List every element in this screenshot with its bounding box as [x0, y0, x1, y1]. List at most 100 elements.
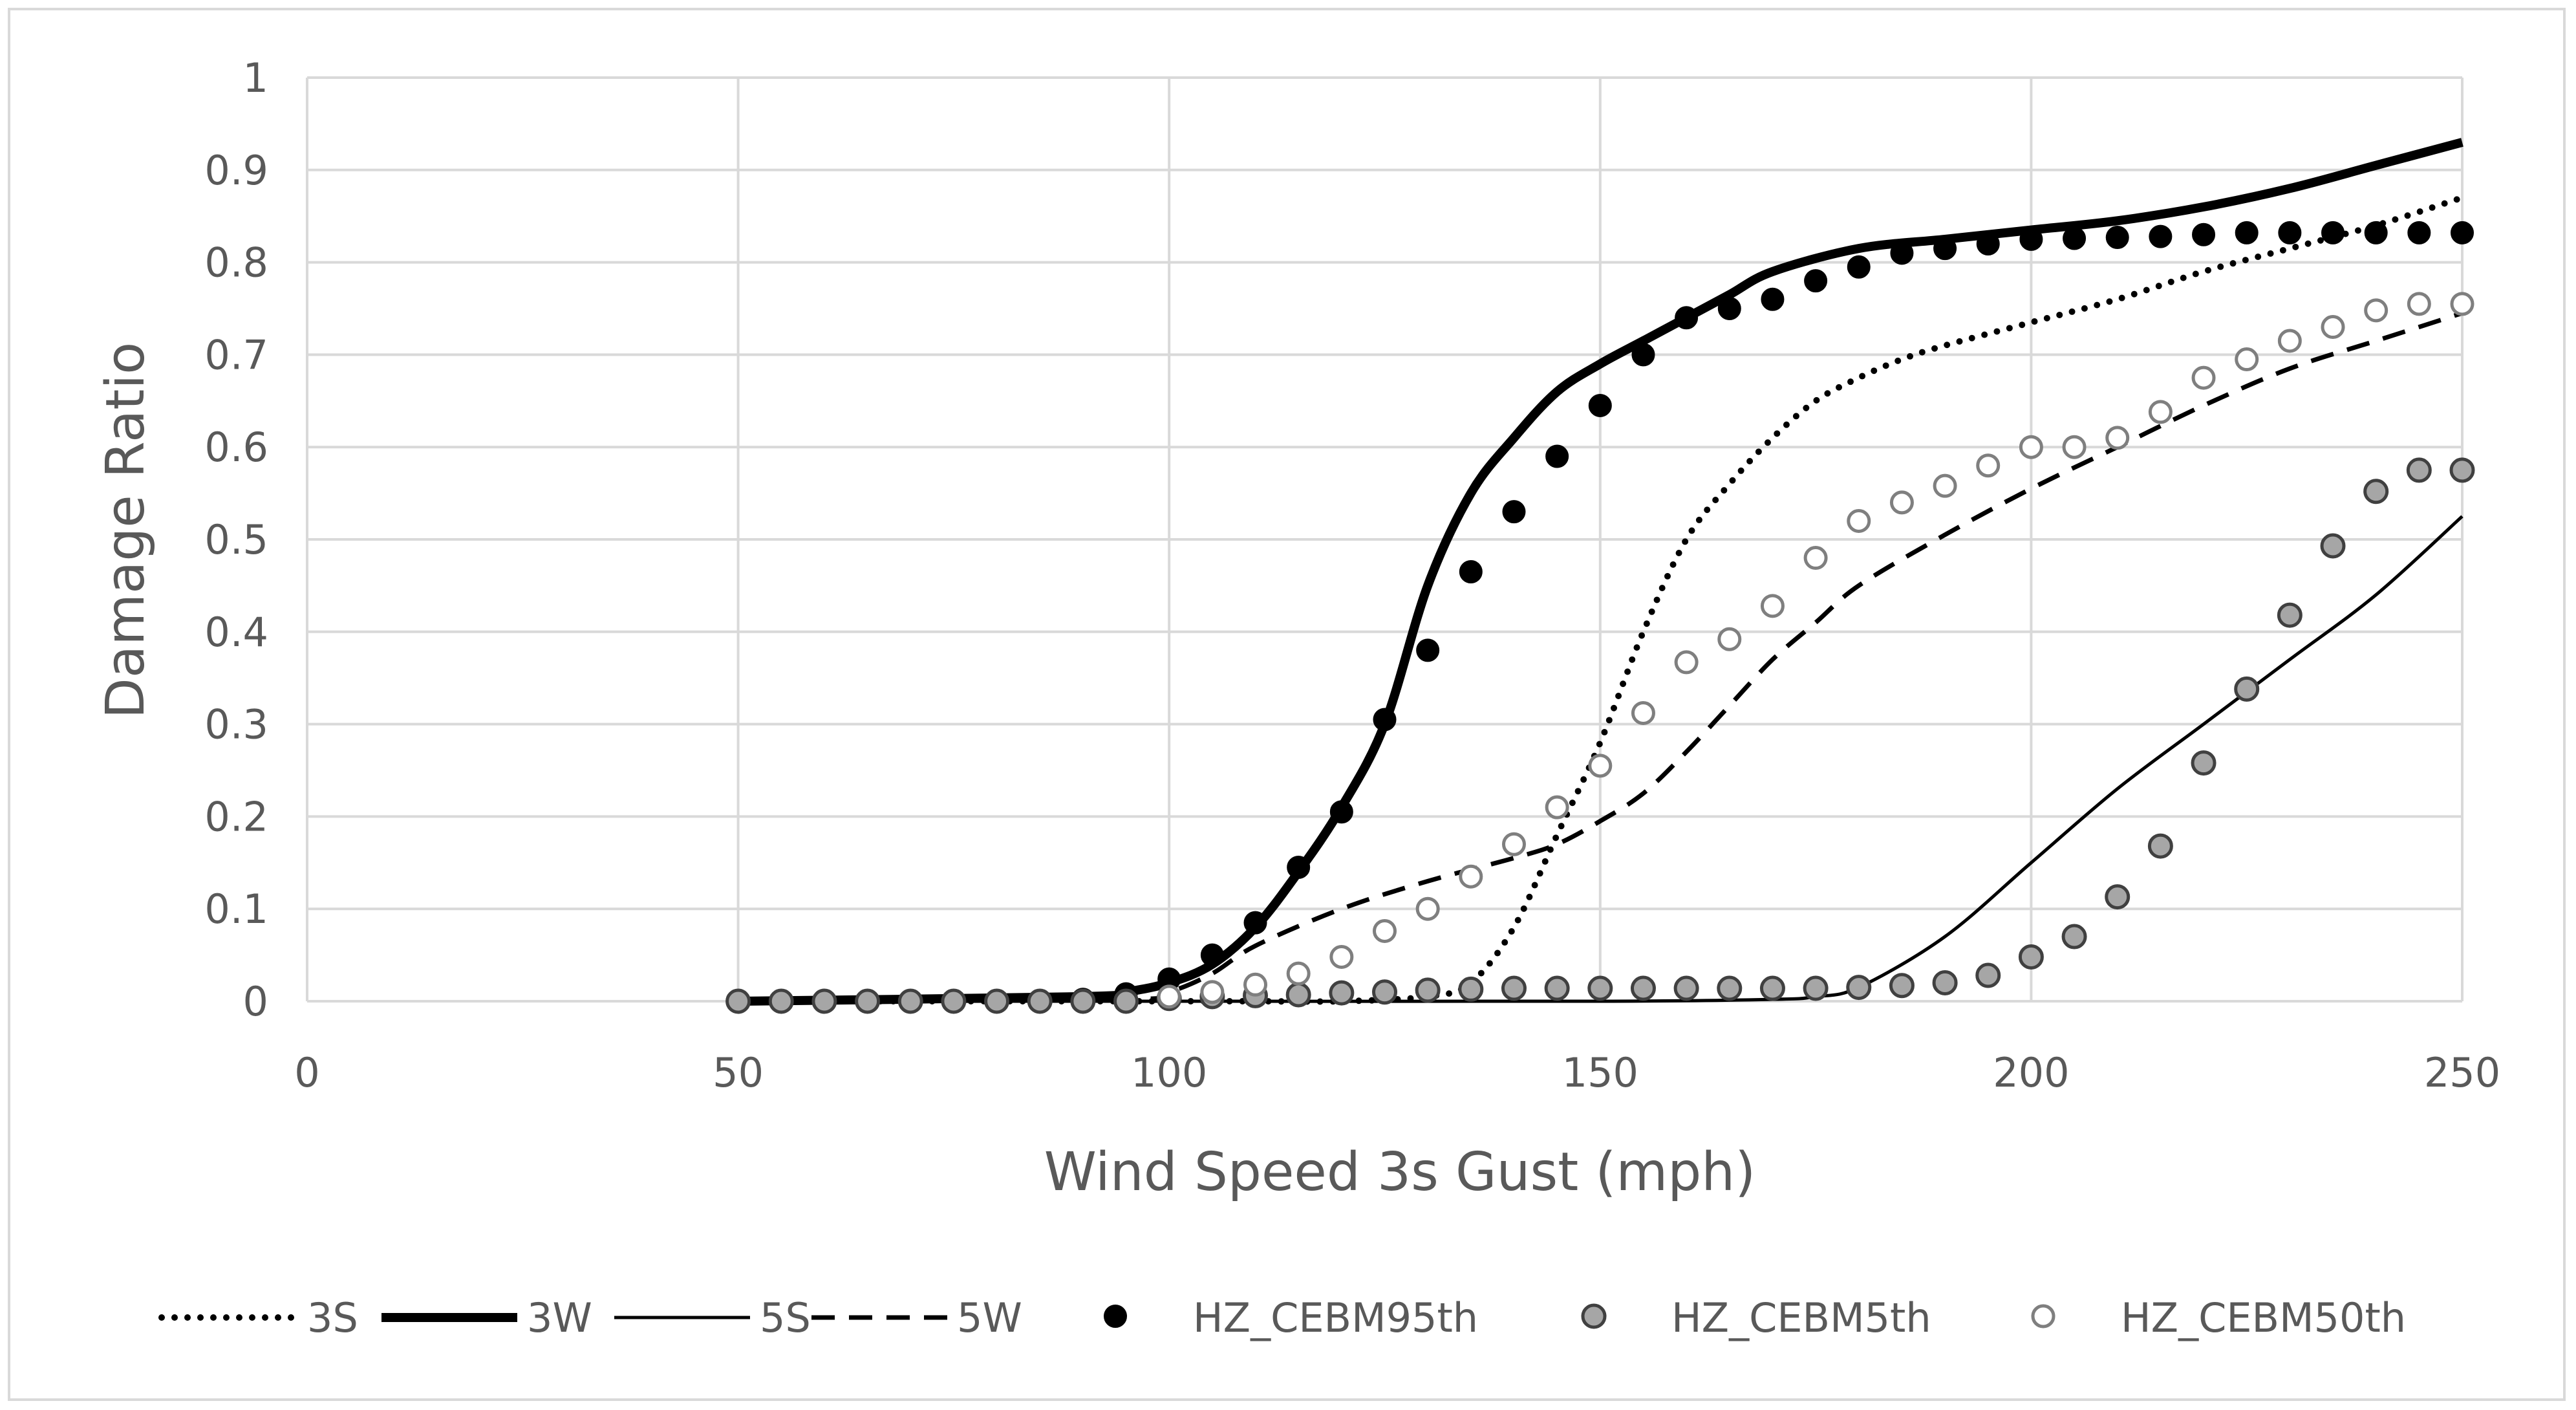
point-hz-cebm5th — [768, 988, 794, 1014]
point-hz-cebm95th — [1287, 855, 1311, 879]
point-hz-cebm5th — [1027, 988, 1053, 1014]
point-hz-cebm95th — [2063, 226, 2087, 250]
point-hz-cebm95th — [2192, 222, 2216, 246]
point-hz-cebm5th — [1544, 975, 1570, 1001]
point-hz-cebm95th — [2019, 227, 2043, 251]
x-tick-label: 150 — [1562, 1049, 1638, 1096]
point-hz-cebm5th — [1070, 988, 1096, 1014]
x-tick-label: 50 — [713, 1049, 764, 1096]
point-hz-cebm95th — [1804, 269, 1828, 293]
point-hz-cebm95th — [1243, 911, 1267, 935]
point-hz-cebm95th — [1631, 343, 1655, 367]
point-hz-cebm95th — [2278, 221, 2302, 244]
legend-swatch-hz-cebm5th — [1581, 1303, 1607, 1329]
point-hz-cebm50th — [2277, 329, 2302, 353]
point-hz-cebm95th — [1373, 708, 1397, 732]
point-hz-cebm5th — [2061, 924, 2087, 949]
point-hz-cebm5th — [1759, 975, 1785, 1001]
point-hz-cebm5th — [1717, 975, 1743, 1001]
point-hz-cebm5th — [1587, 975, 1613, 1001]
point-hz-cebm95th — [2321, 221, 2345, 244]
point-hz-cebm95th — [1416, 638, 1440, 662]
point-hz-cebm50th — [2364, 298, 2388, 323]
point-hz-cebm5th — [1372, 979, 1397, 1005]
point-hz-cebm5th — [1415, 977, 1441, 1003]
point-hz-cebm50th — [2450, 292, 2474, 316]
point-hz-cebm5th — [2105, 884, 2131, 910]
legend-swatch-hz-cebm95th — [1104, 1305, 1127, 1328]
point-hz-cebm50th — [1588, 754, 1613, 778]
y-tick-label: 0.7 — [204, 331, 268, 378]
y-tick-label: 0.9 — [204, 147, 268, 194]
point-hz-cebm5th — [1889, 973, 1915, 999]
gridlines — [306, 76, 2463, 1003]
x-tick-label: 200 — [1993, 1049, 2069, 1096]
point-hz-cebm50th — [1717, 627, 1742, 651]
point-hz-cebm95th — [1976, 232, 2000, 256]
point-hz-cebm50th — [1933, 473, 1957, 498]
point-hz-cebm5th — [1975, 962, 2001, 988]
point-hz-cebm50th — [1286, 961, 1311, 986]
x-tick-label: 0 — [294, 1049, 319, 1096]
legend-label-3w: 3W — [527, 1294, 592, 1341]
y-tick-label: 0.1 — [204, 885, 268, 933]
y-axis-title: Damage Ratio — [95, 342, 156, 719]
point-hz-cebm95th — [1502, 500, 1526, 524]
point-hz-cebm50th — [1674, 650, 1699, 675]
point-hz-cebm5th — [1803, 975, 1829, 1001]
series-markers — [725, 221, 2475, 1014]
point-hz-cebm50th — [1631, 700, 1655, 725]
x-tick-label: 100 — [1131, 1049, 1207, 1096]
point-hz-cebm5th — [811, 988, 837, 1014]
y-tick-label: 0 — [243, 978, 268, 1025]
y-tick-label: 1 — [243, 54, 268, 102]
y-tick-label: 0.2 — [204, 793, 268, 840]
point-hz-cebm50th — [2148, 400, 2173, 424]
point-hz-cebm50th — [1760, 594, 1785, 618]
point-hz-cebm5th — [941, 988, 967, 1014]
point-hz-cebm50th — [1889, 490, 1914, 515]
point-hz-cebm95th — [1761, 287, 1785, 311]
point-hz-cebm5th — [855, 988, 881, 1014]
point-hz-cebm5th — [2363, 479, 2389, 504]
point-hz-cebm5th — [2018, 944, 2044, 970]
legend-swatch-hz-cebm50th — [2031, 1304, 2055, 1329]
y-tick-label: 0.8 — [204, 239, 268, 287]
point-hz-cebm50th — [1501, 832, 1526, 856]
point-hz-cebm95th — [2407, 221, 2431, 244]
point-hz-cebm50th — [2321, 315, 2345, 340]
point-hz-cebm50th — [1373, 918, 1397, 943]
legend-label-hz-cebm5th: HZ_CEBM5th — [1671, 1294, 1931, 1341]
point-hz-cebm5th — [1285, 982, 1311, 1008]
point-hz-cebm5th — [897, 988, 923, 1014]
y-tick-label: 0.4 — [204, 609, 268, 656]
x-tick-label: 250 — [2424, 1049, 2500, 1096]
point-hz-cebm50th — [2019, 435, 2043, 459]
point-hz-cebm5th — [1458, 976, 1484, 1002]
point-hz-cebm95th — [1847, 255, 1871, 279]
tick-labels: 0 0.1 0.2 0.3 0.4 0.5 0.6 0.7 0.8 0.9 1 0 50 100 150 20… — [204, 54, 2500, 1096]
legend-label-hz-cebm95th: HZ_CEBM95th — [1193, 1294, 1478, 1341]
point-hz-cebm50th — [1415, 896, 1440, 921]
point-hz-cebm5th — [2277, 602, 2302, 628]
point-hz-cebm95th — [1329, 800, 1353, 824]
point-hz-cebm50th — [1329, 944, 1354, 969]
point-hz-cebm5th — [1630, 975, 1656, 1001]
point-hz-cebm50th — [1243, 972, 1268, 997]
legend-label-5w: 5W — [957, 1294, 1022, 1341]
legend-label-5s: 5S — [760, 1294, 811, 1341]
point-hz-cebm5th — [984, 988, 1010, 1014]
point-hz-cebm5th — [2191, 750, 2216, 776]
point-hz-cebm50th — [1157, 984, 1181, 1009]
point-hz-cebm50th — [2062, 435, 2087, 459]
point-hz-cebm5th — [725, 988, 751, 1014]
point-hz-cebm50th — [1976, 453, 2001, 478]
point-hz-cebm50th — [1459, 864, 1483, 889]
point-hz-cebm50th — [1200, 980, 1225, 1004]
point-hz-cebm95th — [2364, 221, 2388, 244]
point-hz-cebm95th — [2149, 224, 2173, 248]
y-tick-label: 0.6 — [204, 424, 268, 471]
series-line-3w — [738, 138, 2463, 1006]
point-hz-cebm95th — [1200, 943, 1224, 967]
